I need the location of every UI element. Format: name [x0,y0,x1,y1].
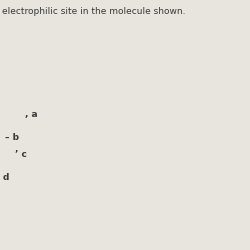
Text: , a: , a [25,110,38,119]
Text: electrophilic site in the molecule shown.: electrophilic site in the molecule shown… [2,8,186,16]
Text: – b: – b [5,132,19,141]
Text: d: d [2,172,9,182]
Text: ’ c: ’ c [15,150,27,159]
